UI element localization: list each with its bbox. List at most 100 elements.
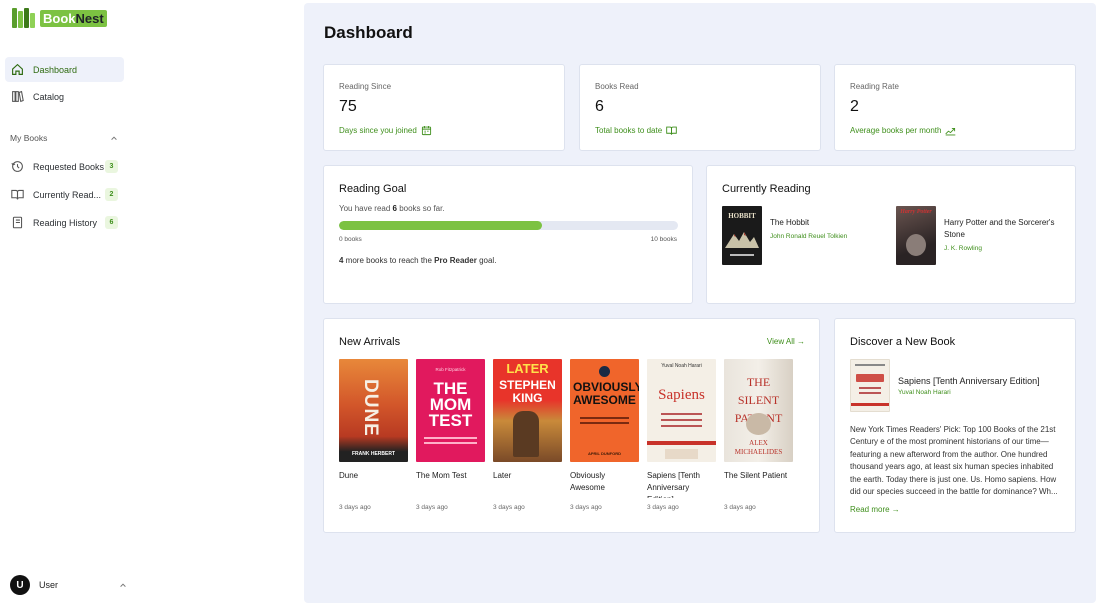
library-icon — [12, 90, 24, 103]
arrival-book-dune[interactable]: DUNE FRANK HERBERT Dune 3 days ago — [339, 359, 408, 511]
stat-card-books-read: Books Read 6 Total books to date — [579, 64, 821, 151]
arrival-book-obviously-awesome[interactable]: OBVIOUSLY AWESOME APRIL DUNFORD Obviousl… — [570, 359, 639, 511]
book-added-time: 3 days ago — [416, 504, 448, 511]
card-title: Currently Reading — [722, 183, 811, 195]
arrival-book-later[interactable]: LATER STEPHEN KING Later 3 days ago — [493, 359, 562, 511]
arrival-book-mom-test[interactable]: Rob Fitzpatrick THE MOM TEST The Mom Tes… — [416, 359, 485, 511]
book-cover: Harry Potter — [896, 206, 936, 265]
book-cover: LATER STEPHEN KING — [493, 359, 562, 462]
card-title: New Arrivals — [339, 336, 401, 348]
page-title: Dashboard — [324, 23, 413, 42]
stat-subtext: Days since you joined — [339, 125, 432, 136]
stat-label: Books Read — [595, 82, 639, 91]
card-title: Reading Goal — [339, 183, 407, 195]
book-title: The Mom Test — [416, 471, 467, 480]
book-title: Dune — [339, 471, 359, 480]
main-content: Dashboard Reading Since 75 Days since yo… — [304, 3, 1096, 603]
stat-card-reading-rate: Reading Rate 2 Average books per month — [834, 64, 1076, 151]
goal-progress-text: You have read 6 books so far. — [339, 204, 445, 213]
book-author: John Ronald Reuel Tolkien — [770, 233, 848, 240]
open-book-icon — [11, 189, 24, 200]
discover-book-card: Discover a New Book Sapiens [Tenth Anniv… — [834, 318, 1076, 533]
clock-return-icon — [11, 161, 23, 172]
notebook-icon — [12, 216, 23, 229]
progress-max-label: 10 books — [650, 236, 677, 243]
book-added-time: 3 days ago — [493, 504, 525, 511]
count-badge: 3 — [105, 160, 118, 173]
nav-requested-books[interactable]: Requested Books 3 — [5, 154, 124, 179]
new-arrivals-list: DUNE FRANK HERBERT Dune 3 days ago Rob F… — [339, 359, 793, 511]
book-cover: OBVIOUSLY AWESOME APRIL DUNFORD — [570, 359, 639, 462]
book-author: J. K. Rowling — [944, 245, 982, 252]
reading-goal-card: Reading Goal You have read 6 books so fa… — [323, 165, 693, 304]
arrival-book-silent-patient[interactable]: THE SILENT PATIENT ALEX MICHAELIDES The … — [724, 359, 793, 511]
book-added-time: 3 days ago — [339, 504, 371, 511]
app-name: BookNest — [40, 9, 107, 27]
calendar-icon — [421, 126, 431, 136]
nav-label: Currently Read... — [33, 189, 102, 200]
book-title: Obviously Awesome — [570, 471, 606, 492]
app-logo[interactable]: BookNest — [12, 8, 107, 28]
books-logo-icon — [12, 8, 38, 28]
arrival-book-sapiens[interactable]: Yuval Noah Harari Sapiens Sapiens [Tenth… — [647, 359, 716, 511]
nav-catalog[interactable]: Catalog — [5, 84, 124, 109]
book-description: New York Times Readers' Pick: Top 100 Bo… — [850, 425, 1058, 497]
nav-label: Requested Books — [33, 161, 105, 172]
nav-label: Catalog — [33, 91, 65, 102]
section-label: My Books — [10, 133, 48, 143]
book-cover: Yuval Noah Harari Sapiens — [647, 359, 716, 462]
count-badge: 2 — [105, 188, 118, 201]
book-added-time: 3 days ago — [647, 504, 679, 511]
book-title: The Hobbit — [770, 218, 810, 227]
nav-currently-reading[interactable]: Currently Read... 2 — [5, 182, 124, 207]
my-books-section-toggle[interactable]: My Books — [10, 133, 118, 143]
stat-value: 75 — [339, 98, 357, 115]
progress-min-label: 0 books — [339, 236, 362, 243]
book-title: Sapiens [Tenth Anniversary Edition] — [647, 471, 700, 498]
stat-label: Reading Since — [339, 82, 392, 91]
currently-reading-card: Currently Reading HOBBIT The Hobbit John… — [706, 165, 1076, 304]
goal-progress-bar — [339, 221, 678, 230]
new-arrivals-card: New Arrivals View All → DUNE FRANK HERBE… — [323, 318, 820, 533]
discover-book[interactable]: Sapiens [Tenth Anniversary Edition] Yuva… — [850, 359, 1040, 412]
stat-label: Reading Rate — [850, 82, 899, 91]
stat-value: 2 — [850, 98, 859, 115]
stat-subtext: Average books per month — [850, 125, 956, 136]
view-all-link[interactable]: View All → — [766, 337, 805, 346]
user-menu[interactable]: U User — [10, 575, 127, 595]
current-book-harry-potter[interactable]: Harry Potter Harry Potter and the Sorcer… — [896, 206, 1064, 265]
count-badge: 6 — [105, 216, 118, 229]
sidebar: BookNest Dashboard Catalog My Books Requ… — [0, 0, 304, 605]
book-author: Yuval Noah Harari — [898, 389, 951, 396]
read-more-link[interactable]: Read more → — [850, 505, 900, 514]
home-icon — [12, 63, 23, 75]
book-title: Sapiens [Tenth Anniversary Edition] — [898, 376, 1040, 386]
nav-label: Reading History — [33, 217, 98, 228]
goal-progress-fill — [339, 221, 543, 230]
chevron-up-icon — [111, 136, 117, 140]
stat-card-reading-since: Reading Since 75 Days since you joined — [323, 64, 565, 151]
book-cover: Rob Fitzpatrick THE MOM TEST — [416, 359, 485, 462]
nav-dashboard[interactable]: Dashboard — [5, 57, 124, 82]
stat-subtext: Total books to date — [595, 125, 677, 136]
avatar: U — [10, 575, 30, 595]
book-added-time: 3 days ago — [570, 504, 602, 511]
nav-reading-history[interactable]: Reading History 6 — [5, 210, 124, 235]
book-title: Harry Potter and the Sorcerer's Stone — [944, 218, 1055, 239]
book-icon — [666, 126, 677, 135]
user-name: User — [39, 580, 59, 590]
book-title: The Silent Patient — [724, 471, 788, 480]
book-cover: HOBBIT — [722, 206, 762, 265]
stat-value: 6 — [595, 98, 604, 115]
current-book-hobbit[interactable]: HOBBIT The Hobbit John Ronald Reuel Tolk… — [722, 206, 847, 265]
book-cover: THE SILENT PATIENT ALEX MICHAELIDES — [724, 359, 793, 462]
book-title: Later — [493, 471, 512, 480]
trend-up-icon — [945, 127, 956, 136]
nav-label: Dashboard — [33, 64, 78, 75]
chevron-up-icon — [120, 583, 126, 587]
card-title: Discover a New Book — [850, 336, 956, 348]
book-added-time: 3 days ago — [724, 504, 756, 511]
book-cover: DUNE FRANK HERBERT — [339, 359, 408, 462]
goal-remaining-text: 4 more books to reach the Pro Reader goa… — [339, 256, 497, 265]
book-cover — [850, 359, 890, 412]
